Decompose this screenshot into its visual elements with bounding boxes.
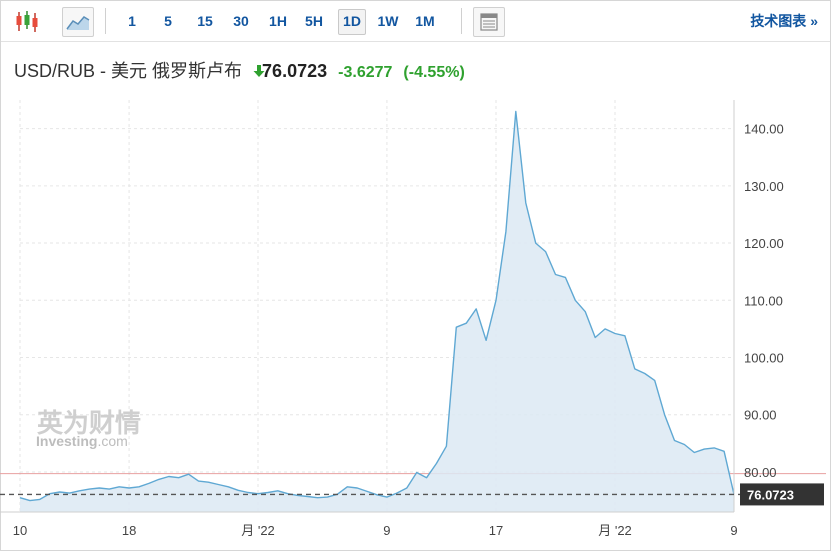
interval-1d-button[interactable]: 1D bbox=[338, 9, 366, 35]
x-tick-label: 月 '22 bbox=[598, 523, 632, 538]
price-change-percent: (-4.55%) bbox=[403, 64, 465, 81]
x-tick-label: 月 '22 bbox=[241, 523, 275, 538]
y-tick-label: 100.00 bbox=[744, 351, 784, 366]
price-line bbox=[19, 110, 735, 502]
watermark-domain: .com bbox=[97, 433, 127, 449]
area-chart-icon[interactable] bbox=[62, 7, 94, 37]
x-tick-label: 10 bbox=[13, 523, 27, 538]
instrument-name: USD/RUB - 美元 俄罗斯卢布 bbox=[14, 61, 243, 81]
watermark-cn: 英为财情 bbox=[37, 408, 141, 438]
investing-watermark: 英为财情 Investing.com bbox=[36, 408, 141, 449]
toolbar-separator bbox=[105, 8, 106, 34]
y-tick-label: 110.00 bbox=[744, 293, 783, 308]
last-price-label: 76.0723 bbox=[747, 487, 794, 502]
y-tick-label: 140.00 bbox=[744, 122, 784, 137]
y-tick-label: 80.00 bbox=[744, 465, 777, 480]
x-tick-label: 9 bbox=[730, 523, 737, 538]
y-tick-label: 90.00 bbox=[744, 408, 777, 423]
x-tick-label: 17 bbox=[489, 523, 503, 538]
quote-header: USD/RUB - 美元 俄罗斯卢布 76.0723 -3.6277 (-4.5… bbox=[14, 57, 465, 83]
x-tick-label: 18 bbox=[122, 523, 136, 538]
price-series bbox=[0, 110, 826, 513]
last-price-marker: 76.0723 bbox=[0, 483, 824, 506]
y-tick-label: 120.00 bbox=[744, 236, 784, 251]
interval-1h-button[interactable]: 1H bbox=[269, 13, 287, 29]
last-price-box bbox=[740, 483, 824, 506]
candlestick-icon[interactable] bbox=[13, 9, 41, 35]
technical-chart-link[interactable]: 技术图表 » bbox=[750, 13, 818, 29]
y-tick-label: 130.00 bbox=[744, 179, 784, 194]
price-area-fill bbox=[20, 111, 734, 513]
interval-1m-button[interactable]: 1M bbox=[415, 13, 435, 29]
last-price: 76.0723 bbox=[262, 61, 328, 81]
interval-15-button[interactable]: 15 bbox=[197, 13, 213, 29]
y-axis: 140.00 130.00 120.00 110.00 100.00 90.00 80.00 bbox=[733, 100, 784, 512]
interval-5-button[interactable]: 5 bbox=[164, 13, 172, 29]
chart-toolbar: 1 5 15 30 1H 5H 1D 1W 1M 技术图表 » bbox=[1, 1, 830, 42]
table-icon[interactable] bbox=[473, 7, 505, 37]
x-tick-label: 9 bbox=[383, 523, 390, 538]
toolbar-separator bbox=[461, 8, 462, 34]
interval-5h-button[interactable]: 5H bbox=[305, 13, 323, 29]
price-change: -3.6277 bbox=[338, 64, 393, 81]
interval-1-button[interactable]: 1 bbox=[128, 13, 136, 29]
watermark-en: Investing.com bbox=[36, 433, 128, 449]
watermark-en-text: Investing bbox=[36, 433, 97, 449]
interval-1w-button[interactable]: 1W bbox=[377, 13, 399, 29]
interval-30-button[interactable]: 30 bbox=[233, 13, 249, 29]
